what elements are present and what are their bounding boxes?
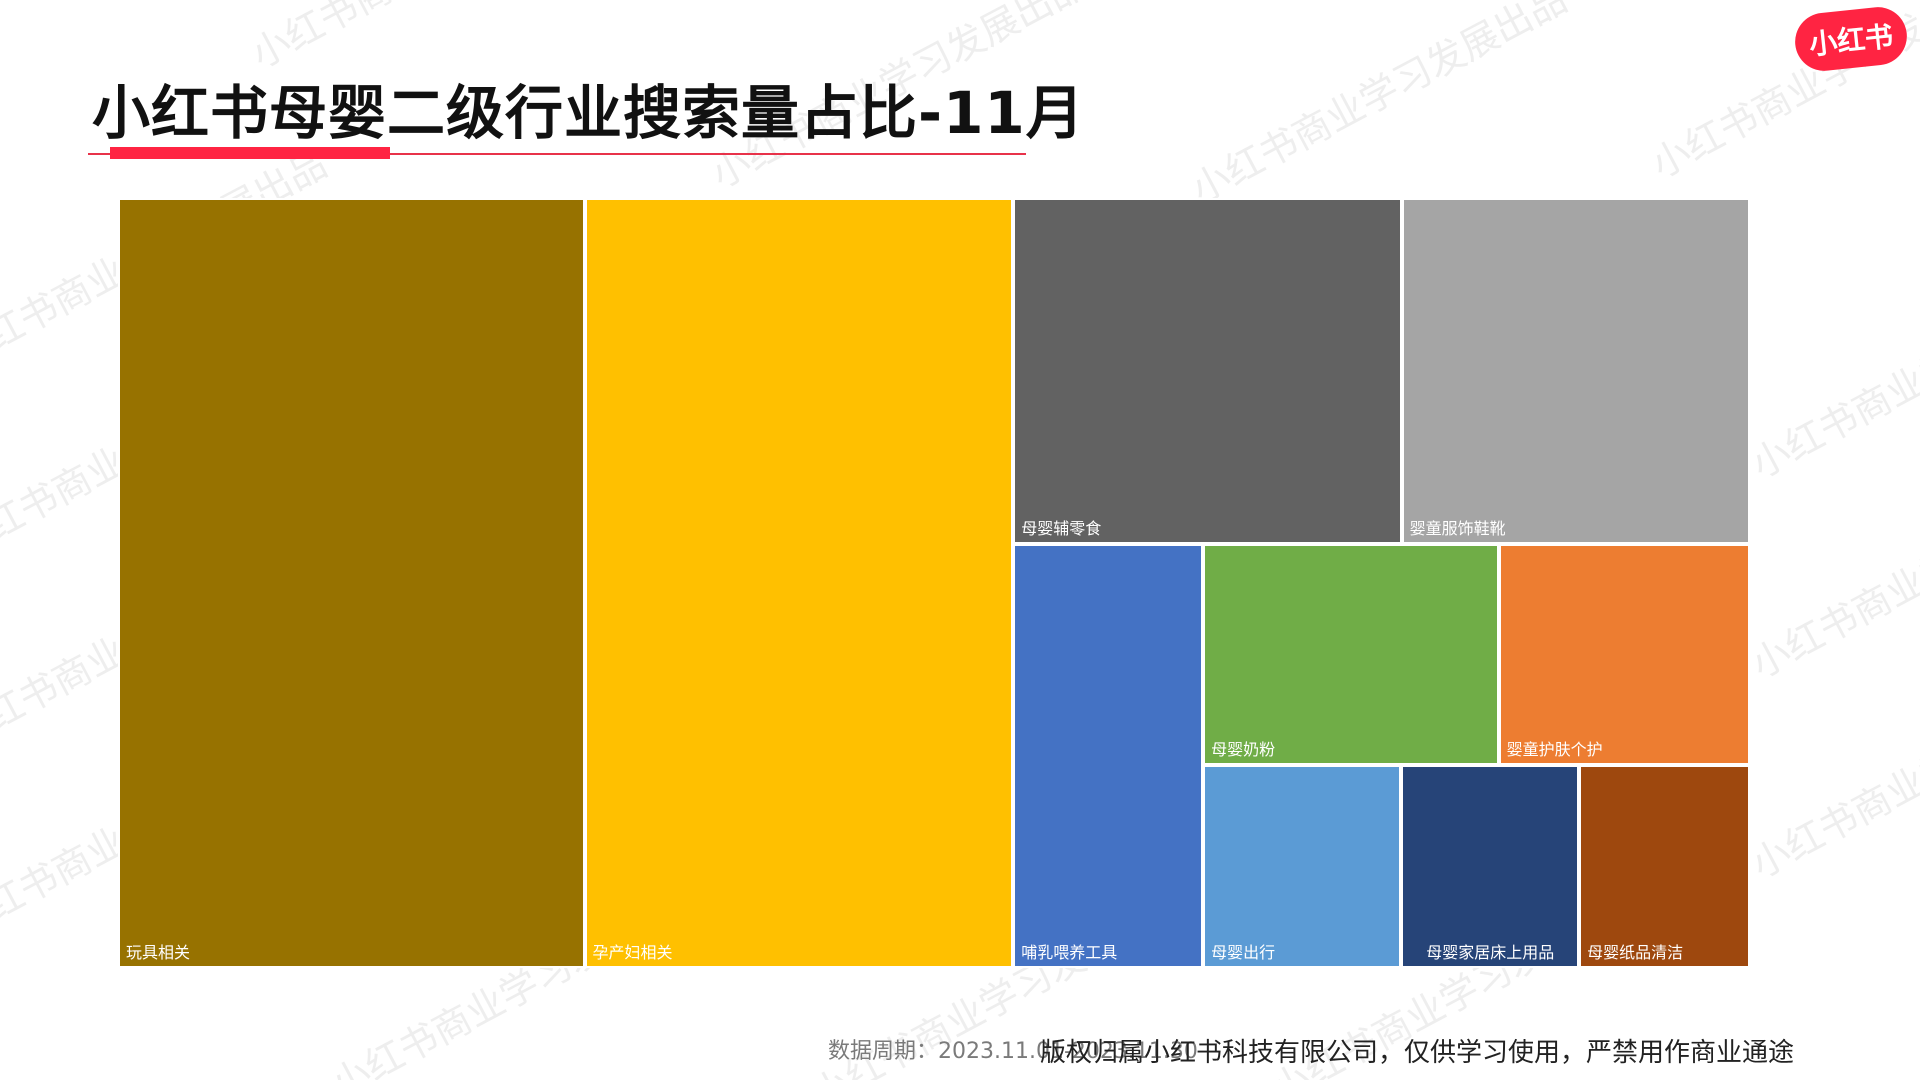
title-accent-bar bbox=[110, 147, 390, 159]
treemap-tile: 母婴辅零食 bbox=[1013, 198, 1402, 545]
treemap-tile-label: 母婴奶粉 bbox=[1211, 740, 1276, 760]
treemap-tile: 婴童服饰鞋靴 bbox=[1401, 198, 1750, 545]
treemap-tile-label: 玩具相关 bbox=[126, 943, 191, 962]
treemap-tile-label: 母婴出行 bbox=[1211, 942, 1276, 962]
data-period-note: 数据周期：2023.11.01-2023.11.30 bbox=[828, 1039, 1198, 1064]
treemap-tile: 母婴家居床上用品 bbox=[1401, 765, 1580, 968]
treemap-tile: 孕产妇相关 bbox=[584, 198, 1014, 968]
treemap-tile-label: 哺乳喂养工具 bbox=[1021, 942, 1118, 962]
treemap-tile-label: 母婴家居床上用品 bbox=[1426, 942, 1555, 962]
treemap-tile-label: 孕产妇相关 bbox=[592, 943, 673, 962]
treemap-tile: 母婴纸品清洁 bbox=[1579, 765, 1750, 968]
treemap-tile-label: 婴童护肤个护 bbox=[1506, 740, 1603, 760]
title-underline bbox=[88, 153, 1026, 155]
treemap-tile: 婴童护肤个护 bbox=[1498, 544, 1750, 766]
treemap-tile-label: 母婴纸品清洁 bbox=[1587, 942, 1684, 962]
treemap-tile: 母婴奶粉 bbox=[1203, 544, 1499, 766]
page-title: 小红书母婴二级行业搜索量占比-11月 bbox=[92, 79, 1085, 147]
treemap-tile: 哺乳喂养工具 bbox=[1013, 544, 1204, 968]
treemap-tile-label: 婴童服饰鞋靴 bbox=[1409, 519, 1506, 539]
treemap-tile: 母婴出行 bbox=[1203, 765, 1402, 968]
copyright-notice: 版权归属小红书科技有限公司，仅供学习使用，严禁用作商业通途 bbox=[1040, 1038, 1795, 1068]
treemap-tile-label: 母婴辅零食 bbox=[1021, 519, 1102, 539]
treemap-tile: 玩具相关 bbox=[118, 198, 585, 968]
